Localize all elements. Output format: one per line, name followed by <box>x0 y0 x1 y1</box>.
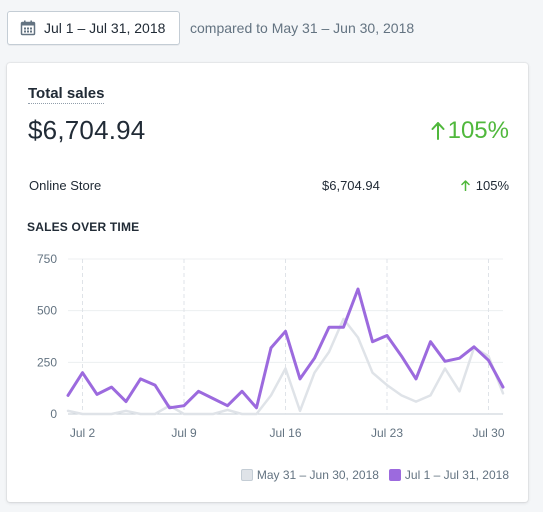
total-sales-card: Total sales $6,704.94 105% Online Store … <box>7 63 528 502</box>
y-tick-label: 0 <box>50 407 57 421</box>
chart-title: SALES OVER TIME <box>27 220 140 234</box>
legend-item-current[interactable]: Jul 1 – Jul 31, 2018 <box>388 468 509 482</box>
arrow-up-icon <box>461 180 470 191</box>
card-title[interactable]: Total sales <box>28 85 105 104</box>
x-tick-label: Jul 30 <box>472 426 504 440</box>
row-value: $6,704.94 <box>322 178 380 193</box>
sales-over-time-chart: 0 250 500 750 Jul 2 Jul 9 Jul 16 Jul 23 Jul 30 <box>37 252 505 440</box>
date-controls: Jul 1 – Jul 31, 2018 compared to May 31 … <box>7 11 414 45</box>
date-range-label: Jul 1 – Jul 31, 2018 <box>44 20 166 36</box>
legend-label-previous: May 31 – Jun 30, 2018 <box>256 468 379 482</box>
series-line-current <box>66 287 505 410</box>
total-sales-value: $6,704.94 <box>28 115 146 145</box>
total-change: 105% <box>431 117 509 145</box>
legend-swatch-previous <box>240 469 253 481</box>
x-tick-label: Jul 2 <box>70 426 96 440</box>
total-change-value: 105% <box>447 117 509 144</box>
row-change-value: 105% <box>475 178 509 193</box>
y-tick-label: 250 <box>37 355 57 369</box>
x-tick-label: Jul 16 <box>269 426 301 440</box>
legend-item-previous[interactable]: May 31 – Jun 30, 2018 <box>240 468 379 482</box>
chart-legend: May 31 – Jun 30, 2018 Jul 1 – Jul 31, 20… <box>231 468 509 482</box>
legend-swatch-current <box>388 469 401 481</box>
compare-text: compared to May 31 – Jun 30, 2018 <box>190 20 415 36</box>
date-range-button[interactable]: Jul 1 – Jul 31, 2018 <box>7 11 180 45</box>
legend-label-current: Jul 1 – Jul 31, 2018 <box>404 468 509 482</box>
series-line-previous <box>66 317 505 416</box>
breakdown-row: Online Store $6,704.94 105% <box>29 178 509 196</box>
x-tick-label: Jul 9 <box>171 426 197 440</box>
arrow-up-icon <box>431 122 445 140</box>
calendar-icon <box>20 20 36 36</box>
x-tick-label: Jul 23 <box>371 426 403 440</box>
row-change: 105% <box>461 178 509 193</box>
y-tick-label: 500 <box>37 304 57 318</box>
row-name: Online Store <box>29 178 102 193</box>
y-tick-label: 750 <box>37 252 57 266</box>
